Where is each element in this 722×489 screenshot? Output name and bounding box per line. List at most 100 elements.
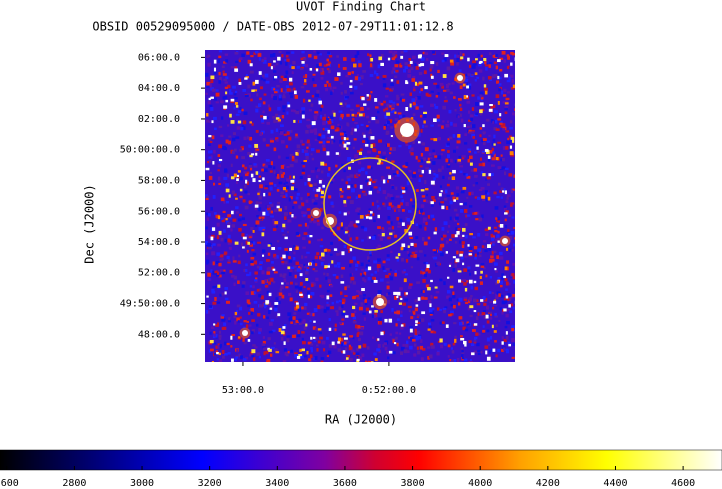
noise [410,254,414,258]
noise [377,234,380,237]
noise [465,234,468,239]
noise [206,161,210,164]
noise-bright [473,323,478,326]
noise [209,83,212,88]
noise [276,189,280,192]
noise-bright [488,108,493,112]
noise [502,166,506,170]
noise [285,55,289,58]
noise-bright [344,231,348,234]
noise [290,109,295,112]
noise-bright [340,222,343,227]
noise [466,125,470,129]
noise [509,248,513,252]
noise-bright [355,220,360,224]
noise [354,174,359,179]
noise [274,208,278,213]
noise [507,55,511,60]
noise [439,321,443,325]
noise [247,193,251,196]
noise [412,330,416,334]
noise [226,255,230,260]
noise [455,186,460,190]
noise [384,114,388,119]
noise [361,268,365,272]
noise [218,160,222,163]
noise [316,51,320,55]
noise [313,202,318,205]
noise [235,356,239,359]
noise [496,234,500,239]
noise-bright [504,102,509,105]
noise [480,96,484,100]
noise [267,207,271,211]
noise-bright [322,184,325,188]
noise [245,263,248,267]
noise [246,234,250,238]
noise [308,109,313,112]
noise [380,176,385,181]
noise [254,271,258,275]
noise [352,316,357,320]
noise [470,169,474,172]
noise [437,197,440,200]
noise [501,273,505,277]
noise [486,118,490,122]
noise [447,295,450,299]
y-tick-label: 06:00.0 [138,52,180,63]
noise [486,320,490,324]
noise [495,94,500,99]
noise-bright [363,103,367,106]
noise-bright [460,56,464,60]
noise [505,210,509,214]
noise-bright [358,151,363,155]
noise [268,302,272,306]
x-axis-label: RA (J2000) [325,413,397,427]
noise [235,90,238,94]
noise [273,119,276,123]
noise-bright [480,299,484,302]
noise [377,226,381,229]
noise [462,53,465,56]
noise [484,249,488,253]
noise [340,113,344,118]
noise-bright [430,201,434,205]
noise-bright [353,63,357,68]
noise-bright [395,256,399,259]
noise [390,197,395,200]
noise [422,219,425,224]
noise [452,295,456,299]
noise [257,103,262,108]
noise [423,113,427,118]
y-axis-label: Dec (J2000) [83,184,97,263]
noise [242,126,246,131]
colorbar-tick-label: 3000 [130,478,154,489]
noise [356,74,359,77]
noise [236,349,239,353]
noise [352,117,355,122]
noise [442,175,445,179]
noise [414,331,418,336]
noise [254,346,258,349]
noise [288,292,292,296]
noise [235,180,239,184]
noise-bright [368,236,371,239]
noise [210,206,214,211]
noise [315,277,319,282]
noise [233,97,238,100]
noise [432,199,436,203]
noise [475,182,479,185]
noise [273,271,278,274]
noise [415,155,418,160]
noise [334,328,337,332]
noise [497,166,502,170]
noise [288,82,293,86]
noise-bright [361,97,365,101]
noise [293,188,298,192]
noise-bright [467,57,470,62]
noise-bright [359,184,363,189]
noise [265,212,270,216]
noise [420,88,423,92]
noise [482,162,486,167]
noise [365,264,369,268]
